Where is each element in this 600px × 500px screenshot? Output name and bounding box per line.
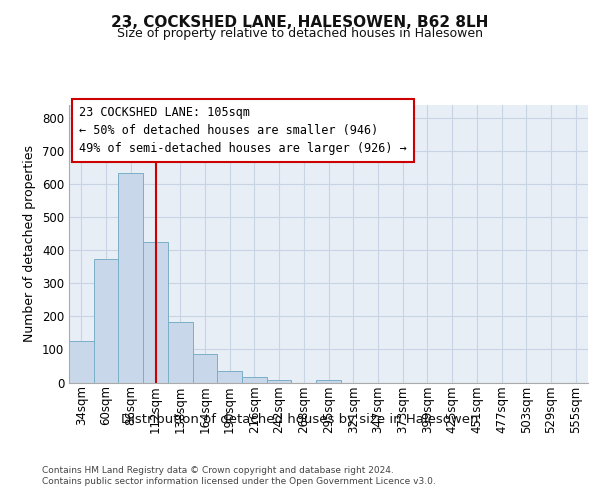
Bar — [118, 172, 143, 382]
Bar — [193, 354, 217, 382]
Bar — [217, 371, 242, 382]
Bar — [267, 380, 292, 382]
Bar — [316, 380, 341, 382]
Text: 23, COCKSHED LANE, HALESOWEN, B62 8LH: 23, COCKSHED LANE, HALESOWEN, B62 8LH — [112, 15, 488, 30]
Text: Distribution of detached houses by size in Halesowen: Distribution of detached houses by size … — [121, 412, 479, 426]
Bar — [242, 377, 267, 382]
Bar — [143, 242, 168, 382]
Bar — [69, 340, 94, 382]
Text: Size of property relative to detached houses in Halesowen: Size of property relative to detached ho… — [117, 28, 483, 40]
Y-axis label: Number of detached properties: Number of detached properties — [23, 145, 37, 342]
Text: Contains public sector information licensed under the Open Government Licence v3: Contains public sector information licen… — [42, 477, 436, 486]
Bar — [168, 322, 193, 382]
Text: Contains HM Land Registry data © Crown copyright and database right 2024.: Contains HM Land Registry data © Crown c… — [42, 466, 394, 475]
Text: 23 COCKSHED LANE: 105sqm
← 50% of detached houses are smaller (946)
49% of semi-: 23 COCKSHED LANE: 105sqm ← 50% of detach… — [79, 106, 407, 156]
Bar — [94, 258, 118, 382]
